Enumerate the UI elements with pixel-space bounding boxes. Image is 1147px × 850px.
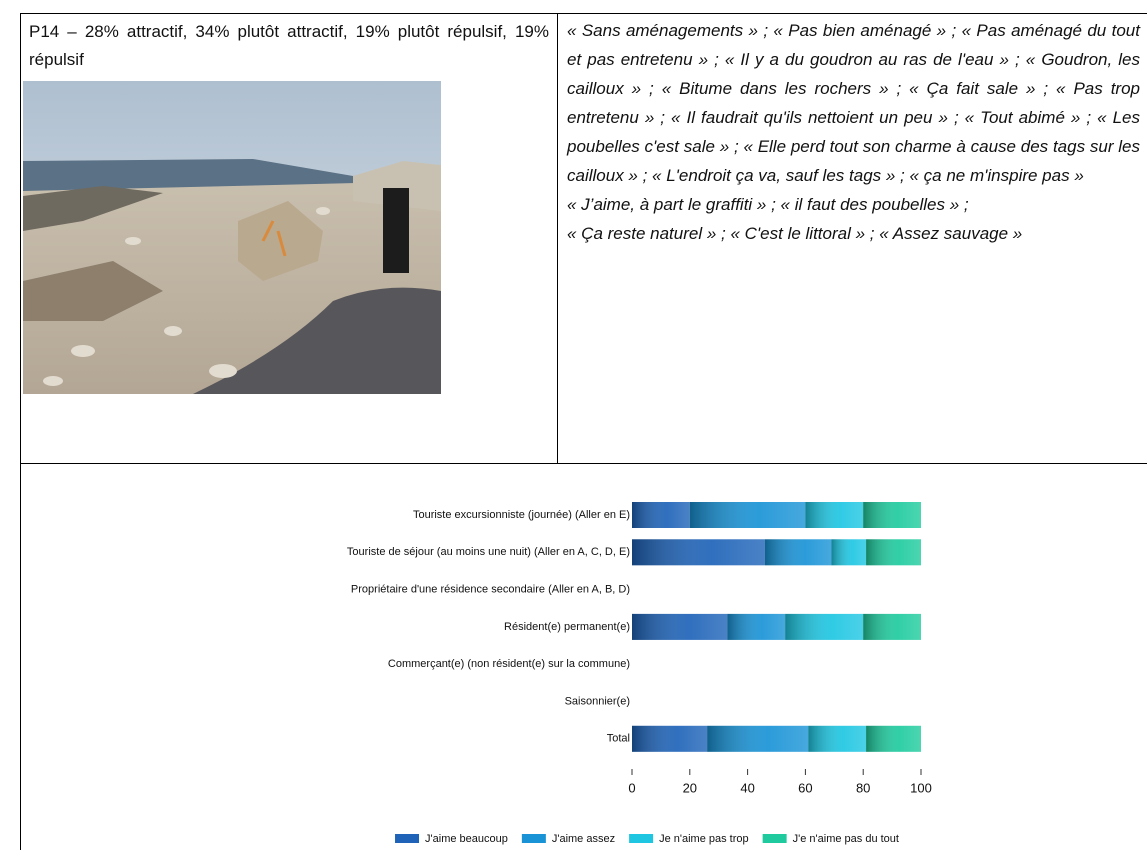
bar-segment: [863, 613, 921, 640]
left-cell: P14 – 28% attractif, 34% plutôt attracti…: [20, 13, 558, 464]
legend-label: J'aime assez: [552, 833, 615, 845]
x-tick-label: 20: [683, 780, 697, 795]
bar-segment: [632, 539, 765, 566]
bar-segment: [727, 613, 786, 640]
bar-segment: [805, 502, 864, 528]
bar-segment: [831, 539, 867, 566]
category-label: Touriste de séjour (au moins une nuit) (…: [347, 546, 630, 558]
right-cell: « Sans aménagements » ; « Pas bien aména…: [557, 13, 1147, 464]
bar-segment: [808, 725, 867, 752]
category-label: Commerçant(e) (non résident(e) sur la co…: [388, 658, 630, 670]
bar-segment: [764, 539, 832, 566]
legend-swatch: [395, 834, 420, 843]
bar-segment: [632, 613, 728, 640]
bar-segment: [866, 725, 921, 752]
bar-segment: [689, 502, 806, 528]
quotes: « Sans aménagements » ; « Pas bien aména…: [567, 16, 1140, 248]
legend-label: Je n'aime pas trop: [659, 833, 749, 845]
legend-label: J'e n'aime pas du tout: [793, 833, 899, 845]
x-tick-label: 0: [628, 780, 635, 795]
category-label: Saisonnier(e): [565, 695, 630, 707]
quote-paragraph: « J’aime, à part le graffiti » ; « il fa…: [567, 195, 969, 214]
category-label: Résident(e) permanent(e): [504, 621, 630, 633]
category-label: Total: [607, 733, 630, 745]
bar-segment: [863, 502, 921, 528]
legend-label: J'aime beaucoup: [425, 833, 508, 845]
legend-swatch: [521, 834, 546, 843]
photo-caption: P14 – 28% attractif, 34% plutôt attracti…: [29, 22, 549, 69]
chart-cell: 0 20 40 60 80 100 Touriste excursionniste (jou…: [20, 463, 1147, 850]
bar-segment: [632, 502, 690, 528]
legend-swatch: [629, 834, 654, 843]
quote-paragraph: « Sans aménagements » ; « Pas bien aména…: [567, 21, 1140, 185]
photo: [23, 81, 441, 394]
category-label: Propriétaire d'une résidence secondaire …: [351, 584, 630, 596]
bar-segment: [632, 725, 708, 752]
x-tick-label: 100: [910, 780, 932, 795]
chart: 0 20 40 60 80 100 Touriste excursionniste (jou…: [347, 502, 932, 845]
category-label: Touriste excursionniste (journée) (Aller…: [413, 509, 630, 521]
bar-segment: [785, 613, 864, 640]
bar-segment: [707, 725, 809, 752]
x-tick-label: 80: [856, 780, 870, 795]
bar-segment: [866, 539, 921, 566]
quote-paragraph: « Ça reste naturel » ; « C'est le littor…: [567, 224, 1023, 243]
x-tick-label: 40: [740, 780, 754, 795]
x-tick-label: 60: [798, 780, 812, 795]
legend-swatch: [762, 834, 787, 843]
